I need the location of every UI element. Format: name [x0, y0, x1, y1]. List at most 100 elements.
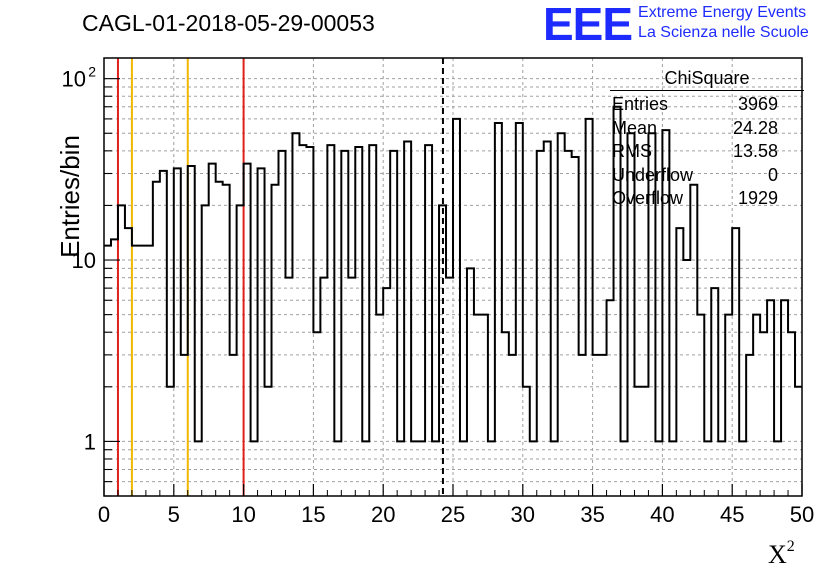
- x-axis-label-base: X: [768, 540, 787, 569]
- histogram-bin: [488, 441, 495, 496]
- stats-label: Underflow: [612, 164, 694, 185]
- histogram-bin: [111, 239, 118, 496]
- histogram-bin: [132, 246, 139, 496]
- y-tick-label-exponent: 2: [88, 64, 96, 80]
- histogram-bin: [516, 123, 523, 496]
- histogram-bin: [593, 355, 600, 496]
- x-tick-label: 25: [441, 502, 465, 527]
- histogram-bin: [258, 168, 265, 496]
- histogram-bin: [523, 387, 530, 496]
- histogram-bin: [320, 278, 327, 496]
- histogram-bin: [753, 315, 760, 496]
- stats-value: 3969: [737, 94, 778, 114]
- histogram-bin: [711, 288, 718, 496]
- stats-value: 13.58: [732, 141, 778, 161]
- histogram-bin: [181, 355, 188, 496]
- histogram-bin: [174, 168, 181, 496]
- histogram-bin: [285, 278, 292, 496]
- stats-value: 24.28: [732, 117, 778, 138]
- histogram-bin: [718, 441, 725, 496]
- histogram-bin: [690, 185, 697, 496]
- stats-label: Overflow: [612, 188, 684, 208]
- histogram-bin: [683, 260, 690, 496]
- histogram-bin: [495, 123, 502, 496]
- histogram-bin: [509, 355, 516, 496]
- histogram-bin: [788, 332, 795, 496]
- x-tick-label: 45: [720, 502, 744, 527]
- histogram-bin: [641, 387, 648, 496]
- stats-label: Entries: [612, 94, 669, 114]
- histogram-bin: [579, 355, 586, 496]
- histogram-bin: [160, 171, 167, 496]
- histogram-bin: [125, 228, 132, 496]
- histogram-bin: [279, 151, 286, 496]
- y-tick-label: 1: [84, 429, 96, 454]
- histogram-bin: [195, 441, 202, 496]
- histogram-bin: [362, 441, 369, 496]
- histogram-bin: [725, 315, 732, 496]
- stats-label: Mean: [612, 117, 658, 138]
- stats-row: RMS 13.58: [612, 140, 778, 164]
- histogram-bin: [292, 133, 299, 496]
- chart-title: CAGL-01-2018-05-29-00053: [82, 10, 375, 36]
- eee-logo-mark: EEE: [543, 0, 633, 50]
- histogram-bin: [746, 355, 753, 496]
- histogram-bin: [251, 441, 258, 496]
- histogram-bin: [453, 119, 460, 496]
- histogram-bin: [446, 278, 453, 496]
- histogram-bin: [655, 441, 662, 496]
- histogram-bin: [634, 387, 641, 496]
- histogram-bin: [383, 288, 390, 496]
- stats-value: 1929: [737, 188, 778, 208]
- histogram-bin: [153, 182, 160, 496]
- histogram-bin: [390, 151, 397, 496]
- histogram-bin: [411, 441, 418, 496]
- histogram-bin: [299, 145, 306, 496]
- histogram-bin: [355, 147, 362, 496]
- axis-ticks: [103, 78, 803, 497]
- logo-line2: La Scienza nelle Scuole: [638, 24, 809, 41]
- x-tick-label: 40: [650, 502, 674, 527]
- histogram-bin: [704, 441, 711, 496]
- histogram-bin: [760, 332, 767, 496]
- histogram-bin: [167, 387, 174, 496]
- histogram-bin: [460, 441, 467, 496]
- stats-box: ChiSquare Entries 3969 Mean 24.28 RMS 13.58…: [610, 68, 804, 211]
- histogram-bin: [209, 164, 216, 496]
- histogram-bin: [676, 228, 683, 496]
- x-tick-label: 10: [231, 502, 255, 527]
- histogram-bin: [781, 300, 788, 496]
- histogram-bin: [481, 315, 488, 496]
- x-tick-label: 0: [98, 502, 110, 527]
- histogram-bin: [341, 151, 348, 496]
- histogram-bin: [530, 441, 537, 496]
- histogram-bin: [565, 151, 572, 496]
- histogram-bin: [425, 145, 432, 496]
- histogram-bin: [139, 246, 146, 496]
- histogram-bin: [188, 166, 195, 496]
- histogram-bin: [558, 133, 565, 496]
- histogram-bin: [502, 332, 509, 496]
- stats-label: RMS: [612, 141, 652, 161]
- histogram-bin: [767, 300, 774, 496]
- histogram-bin: [537, 151, 544, 496]
- histogram-bin: [265, 387, 272, 496]
- histogram-bin: [432, 441, 439, 496]
- histogram-bin: [697, 315, 704, 496]
- histogram-bin: [397, 441, 404, 496]
- logo-line1: Extreme Energy Events: [638, 4, 807, 21]
- histogram-bin: [146, 246, 153, 496]
- histogram-bin: [467, 268, 474, 496]
- histogram-bin: [439, 205, 446, 496]
- histogram-bin: [739, 441, 746, 496]
- y-tick-label: 10: [62, 67, 86, 92]
- histogram-bin: [216, 182, 223, 496]
- histogram-bin: [774, 441, 781, 496]
- stats-value: 0: [767, 164, 778, 185]
- histogram-bin: [237, 205, 244, 496]
- stats-row: Overflow 1929: [612, 187, 778, 211]
- histogram-bin: [586, 119, 593, 496]
- histogram-bin: [313, 332, 320, 496]
